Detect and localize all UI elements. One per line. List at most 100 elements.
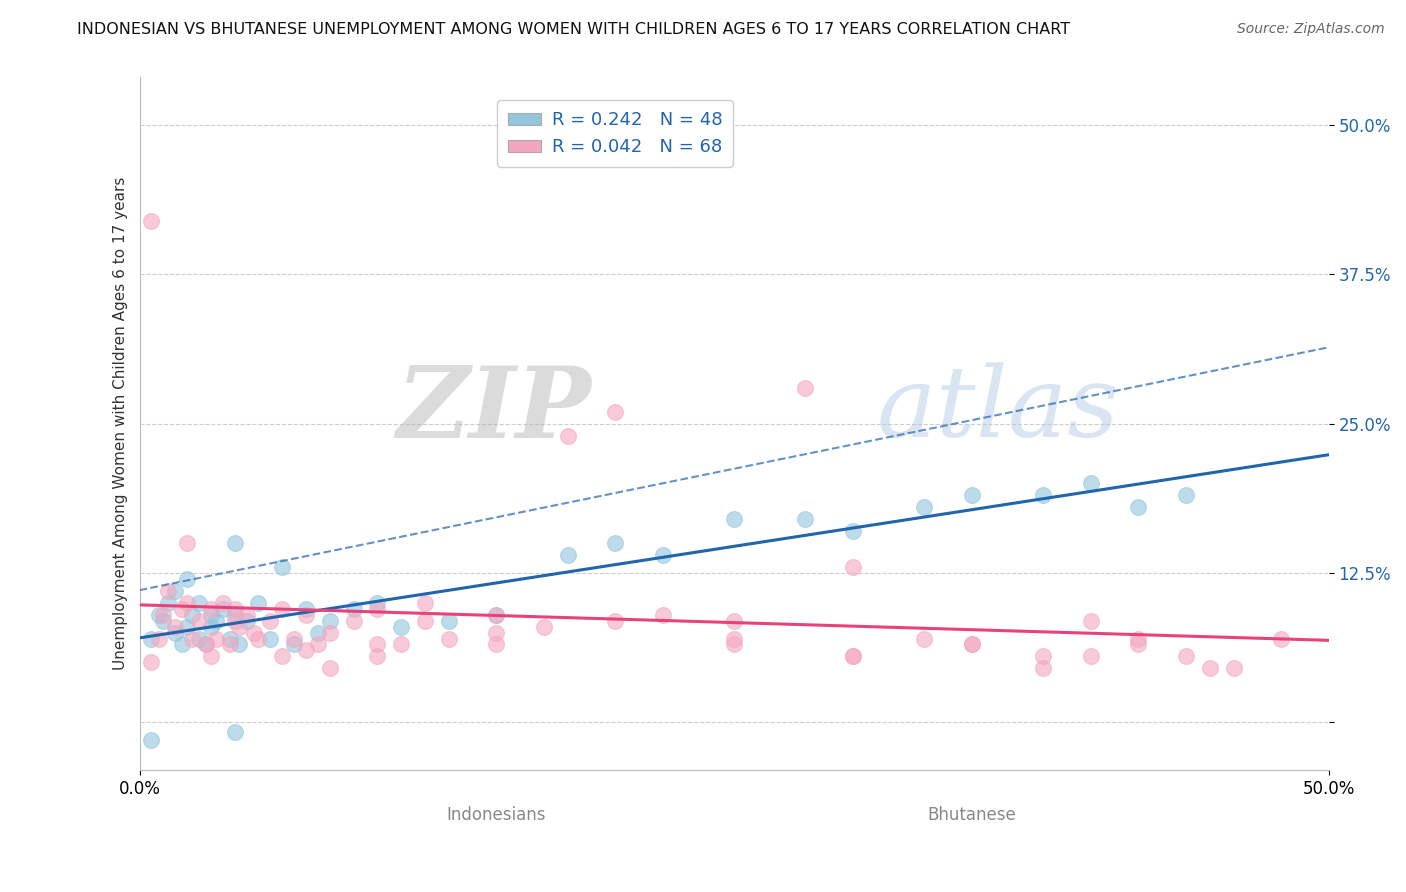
Point (247, 632, 270, 646)
Point (557, 548, 579, 562)
Point (1174, 649, 1197, 664)
Point (366, 649, 388, 664)
Point (389, 638, 412, 652)
Point (651, 548, 673, 562)
Point (141, 733, 163, 747)
Point (180, 607, 202, 622)
Text: atlas: atlas (877, 362, 1119, 458)
Point (342, 601, 364, 615)
Point (413, 596, 436, 610)
Text: Bhutanese: Bhutanese (928, 805, 1017, 824)
Point (794, 381, 817, 395)
Point (437, 614, 460, 628)
Point (152, 607, 174, 622)
Point (1270, 632, 1292, 646)
Point (224, 536, 246, 550)
Point (271, 601, 294, 615)
Legend: R = 0.242   N = 48, R = 0.042   N = 68: R = 0.242 N = 48, R = 0.042 N = 68 (498, 100, 733, 167)
Point (557, 428, 579, 442)
Point (485, 607, 508, 622)
Point (1032, 661, 1054, 675)
Text: INDONESIAN VS BHUTANESE UNEMPLOYMENT AMONG WOMEN WITH CHILDREN AGES 6 TO 17 YEAR: INDONESIAN VS BHUTANESE UNEMPLOYMENT AMO… (77, 22, 1070, 37)
Point (842, 649, 865, 664)
Point (485, 625, 508, 640)
Point (219, 638, 242, 652)
Point (141, 213, 163, 227)
Point (152, 614, 174, 628)
Point (141, 656, 163, 670)
Point (235, 607, 257, 622)
Point (165, 583, 187, 598)
Point (1174, 488, 1197, 502)
Point (157, 583, 180, 598)
Point (1128, 638, 1150, 652)
Point (295, 601, 318, 615)
Point (1198, 661, 1220, 675)
Point (200, 619, 222, 633)
Point (912, 632, 935, 646)
Point (228, 638, 250, 652)
Point (960, 638, 983, 652)
Point (200, 607, 222, 622)
Point (319, 661, 342, 675)
Point (723, 638, 745, 652)
Point (188, 614, 211, 628)
Point (366, 596, 388, 610)
Point (176, 572, 198, 586)
Point (188, 632, 211, 646)
Point (141, 632, 163, 646)
Point (224, 607, 246, 622)
Point (651, 607, 673, 622)
Point (842, 524, 865, 538)
Point (176, 619, 198, 633)
Point (247, 596, 270, 610)
Point (319, 614, 342, 628)
Point (235, 614, 257, 628)
Point (533, 619, 555, 633)
Point (1032, 488, 1054, 502)
Point (1128, 632, 1150, 646)
Point (723, 632, 745, 646)
Point (842, 560, 865, 574)
Point (172, 638, 194, 652)
Point (366, 601, 388, 615)
Point (1080, 614, 1102, 628)
Point (307, 625, 329, 640)
Point (271, 649, 294, 664)
Point (413, 614, 436, 628)
Text: Source: ZipAtlas.com: Source: ZipAtlas.com (1237, 22, 1385, 37)
Point (224, 724, 246, 739)
Point (295, 607, 318, 622)
Point (295, 643, 318, 657)
Point (224, 614, 246, 628)
Point (172, 601, 194, 615)
Point (1080, 476, 1102, 491)
Point (204, 614, 226, 628)
Point (219, 632, 242, 646)
Point (485, 638, 508, 652)
Point (148, 632, 170, 646)
Point (195, 638, 218, 652)
Point (148, 607, 170, 622)
Point (366, 638, 388, 652)
Point (912, 500, 935, 515)
Point (200, 649, 222, 664)
Point (1222, 661, 1244, 675)
Point (1128, 500, 1150, 515)
Point (157, 596, 180, 610)
Point (211, 596, 233, 610)
Point (794, 512, 817, 526)
Point (485, 607, 508, 622)
Point (283, 638, 305, 652)
Point (165, 619, 187, 633)
Point (342, 614, 364, 628)
Point (242, 625, 264, 640)
Point (188, 596, 211, 610)
Point (200, 601, 222, 615)
Point (176, 536, 198, 550)
Point (319, 625, 342, 640)
Point (195, 638, 218, 652)
Point (259, 614, 281, 628)
Text: ZIP: ZIP (396, 361, 592, 458)
Point (605, 405, 627, 419)
